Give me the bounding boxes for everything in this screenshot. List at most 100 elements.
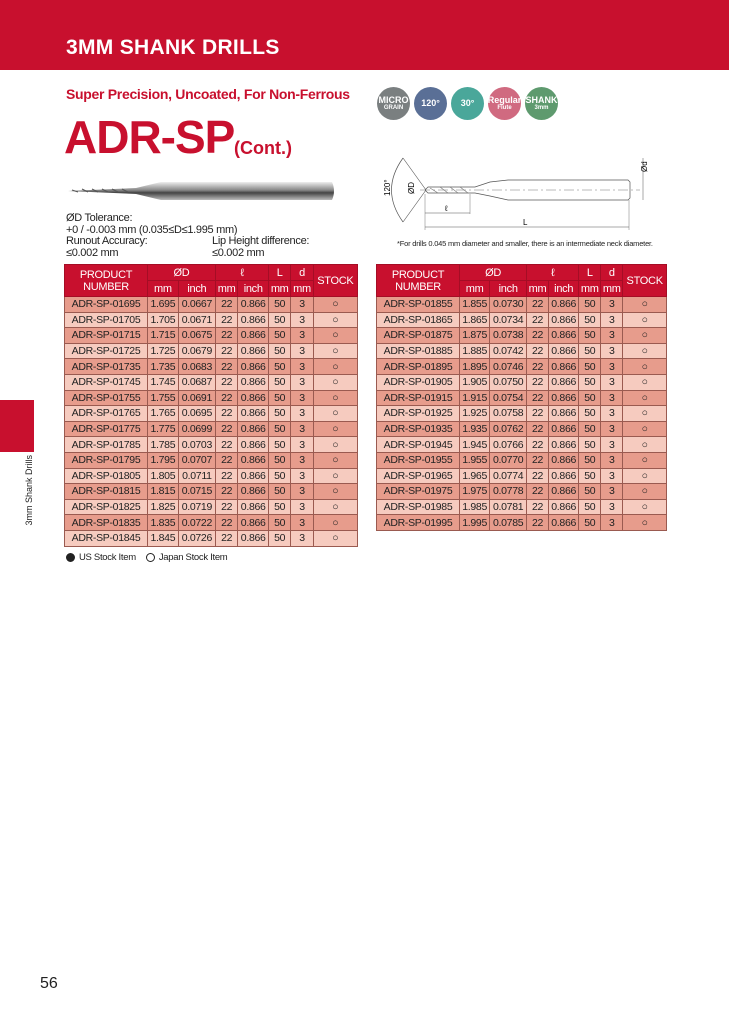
badge-text: 120° <box>421 98 440 108</box>
header-stock: STOCK <box>312 264 359 297</box>
table-row: ADR-SP-01865 1.865 0.0734 22 0.866 50 3 ○ <box>376 311 667 329</box>
table-cell: ADR-SP-01965 <box>376 467 460 485</box>
table-cell: 22 <box>526 327 550 344</box>
table-cell: 0.0774 <box>489 467 528 485</box>
table-cell: ○ <box>622 436 667 453</box>
table-cell: 0.866 <box>237 451 270 469</box>
table-cell: ADR-SP-01775 <box>64 420 148 438</box>
table-cell: 1.945 <box>458 436 491 453</box>
table-cell: ○ <box>622 514 667 531</box>
header-product: PRODUCT NUMBER <box>376 264 460 297</box>
table-cell: 0.866 <box>237 514 270 531</box>
header-shank: d <box>290 264 314 281</box>
table-cell: 22 <box>526 467 550 485</box>
table-cell: ○ <box>312 498 359 516</box>
table-cell: 0.866 <box>548 436 580 453</box>
table-cell: ○ <box>312 342 359 360</box>
table-row: ADR-SP-01875 1.875 0.0738 22 0.866 50 3 ○ <box>376 327 667 344</box>
table-row: ADR-SP-01735 1.735 0.0683 22 0.866 50 3 ○ <box>64 358 359 375</box>
table-cell: 50 <box>578 467 602 485</box>
table-cell: 3 <box>290 514 314 531</box>
table-cell: 22 <box>215 389 239 407</box>
table-cell: 0.866 <box>237 311 270 329</box>
table-cell: 3 <box>600 467 624 485</box>
table-cell: 0.0726 <box>177 529 217 547</box>
table-cell: 22 <box>526 358 550 375</box>
table-cell: ○ <box>312 483 359 500</box>
table-cell: 0.0707 <box>177 451 217 469</box>
table-cell: 0.0770 <box>489 451 528 469</box>
badge-text: SHANK <box>525 95 558 105</box>
table-cell: 0.866 <box>548 405 580 422</box>
table-cell: 22 <box>526 389 550 407</box>
table-cell: 0.866 <box>548 420 580 438</box>
table-cell: 50 <box>268 529 292 547</box>
table-cell: 50 <box>268 327 292 344</box>
table-cell: ADR-SP-01845 <box>64 529 148 547</box>
angle-label: 120° <box>383 179 392 196</box>
table-cell: 50 <box>268 498 292 516</box>
table-cell: 3 <box>290 498 314 516</box>
table-cell: 0.0683 <box>177 358 217 375</box>
table-cell: ADR-SP-01715 <box>64 327 148 344</box>
table-cell: 50 <box>268 358 292 375</box>
table-cell: 0.0746 <box>489 358 528 375</box>
table-cell: ○ <box>312 420 359 438</box>
table-cell: 0.0742 <box>489 342 528 360</box>
table-cell: 3 <box>290 373 314 391</box>
table-cell: 50 <box>268 436 292 453</box>
table-cell: 3 <box>600 342 624 360</box>
lip-height-label: Lip Height difference: <box>212 235 310 247</box>
table-row: ADR-SP-01695 1.695 0.0667 22 0.866 50 3 ○ <box>64 296 359 313</box>
table-cell: 1.805 <box>147 467 179 485</box>
table-cell: 1.695 <box>147 296 179 313</box>
table-row: ADR-SP-01825 1.825 0.0719 22 0.866 50 3 ○ <box>64 498 359 516</box>
table-cell: ○ <box>622 483 667 500</box>
table-cell: ○ <box>312 467 359 485</box>
header-unit: mm <box>458 280 491 297</box>
tolerance-value: +0 / -0.003 mm (0.035≤D≤1.995 mm) <box>66 224 238 236</box>
table-cell: 0.866 <box>237 420 270 438</box>
table-cell: 0.866 <box>237 467 270 485</box>
table-cell: 3 <box>290 327 314 344</box>
table-cell: 22 <box>526 405 550 422</box>
table-cell: 0.866 <box>237 327 270 344</box>
legend-japan: Japan Stock Item <box>158 552 228 563</box>
table-cell: 0.866 <box>548 311 580 329</box>
table-cell: 3 <box>600 451 624 469</box>
table-cell: 22 <box>526 498 550 516</box>
header-overall-length: L <box>268 264 292 281</box>
table-cell: 1.925 <box>458 405 491 422</box>
table-cell: 0.866 <box>548 358 580 375</box>
header-unit: mm <box>526 280 550 297</box>
badge-text: 30° <box>460 98 475 108</box>
table-cell: ADR-SP-01785 <box>64 436 148 453</box>
table-cell: 0.0762 <box>489 420 528 438</box>
table-cell: 3 <box>600 296 624 313</box>
table-cell: 0.0750 <box>489 373 528 391</box>
table-cell: 0.866 <box>548 327 580 344</box>
header-unit: inch <box>489 280 528 297</box>
table-cell: 1.875 <box>458 327 491 344</box>
table-cell: 0.0734 <box>489 311 528 329</box>
table-cell: 22 <box>526 311 550 329</box>
table-cell: ADR-SP-01935 <box>376 420 460 438</box>
table-cell: 22 <box>215 483 239 500</box>
side-tab-label: 3mm Shank Drills <box>24 455 34 526</box>
table-cell: 0.0675 <box>177 327 217 344</box>
table-row: ADR-SP-01725 1.725 0.0679 22 0.866 50 3 ○ <box>64 342 359 360</box>
table-cell: 22 <box>215 514 239 531</box>
table-cell: 22 <box>215 436 239 453</box>
table-cell: 0.866 <box>548 498 580 516</box>
table-cell: ADR-SP-01855 <box>376 296 460 313</box>
table-cell: 3 <box>290 342 314 360</box>
table-cell: 0.866 <box>237 483 270 500</box>
table-cell: 50 <box>268 342 292 360</box>
table-cell: 3 <box>290 420 314 438</box>
table-row: ADR-SP-01945 1.945 0.0766 22 0.866 50 3 ○ <box>376 436 667 453</box>
table-cell: 3 <box>600 311 624 329</box>
table-cell: 50 <box>578 436 602 453</box>
tolerance-label: ØD Tolerance: <box>66 212 133 224</box>
table-cell: 0.0679 <box>177 342 217 360</box>
table-cell: ADR-SP-01825 <box>64 498 148 516</box>
